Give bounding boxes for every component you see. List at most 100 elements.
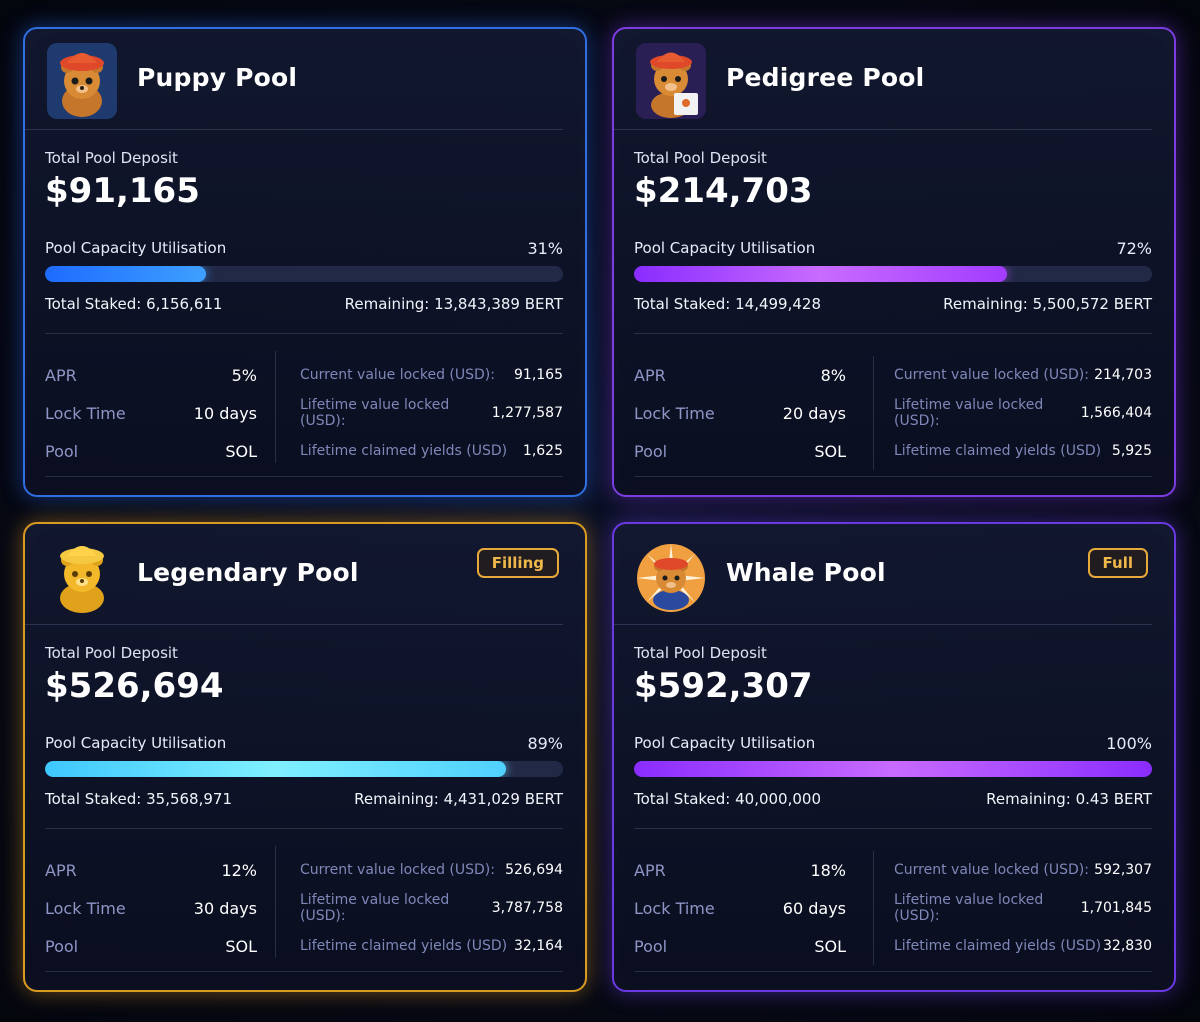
value-row-lifetime: Lifetime value locked (USD): 1,277,587: [300, 394, 563, 432]
status-badge: Filling: [476, 548, 559, 578]
value-amount: 1,701,845: [1080, 900, 1152, 916]
stat-value: 30 days: [193, 898, 257, 918]
deposit-label: Total Pool Deposit: [45, 644, 178, 662]
utilisation-label: Pool Capacity Utilisation: [634, 239, 816, 257]
stat-value: 18%: [810, 860, 846, 880]
utilisation-bar-fill: [45, 266, 206, 282]
stat-value: SOL: [814, 936, 846, 956]
value-amount: 526,694: [505, 862, 563, 878]
deposit-value: $526,694: [45, 666, 224, 706]
column-separator: [275, 351, 276, 463]
value-label: Lifetime claimed yields (USD): [894, 938, 1102, 954]
value-label: Current value locked (USD):: [894, 367, 1089, 383]
pool-title: Whale Pool: [726, 558, 886, 587]
utilisation-bar-fill: [634, 266, 1007, 282]
value-amount: 214,703: [1094, 367, 1152, 383]
bear-with-certificate-icon: [636, 43, 706, 119]
stat-label: Lock Time: [634, 898, 715, 918]
value-row-lifetime: Lifetime value locked (USD): 1,701,845: [874, 889, 1152, 927]
stat-value: SOL: [814, 441, 846, 461]
total-staked: Total Staked: 14,499,428: [634, 295, 822, 313]
value-label: Lifetime value locked (USD):: [300, 892, 450, 924]
value-amount: 592,307: [1094, 862, 1152, 878]
stat-label: APR: [45, 365, 77, 385]
value-row-claimed: Lifetime claimed yields (USD) 32,830: [874, 927, 1152, 965]
pool-title: Puppy Pool: [137, 63, 298, 92]
stat-row-apr: APR 12%: [45, 851, 257, 889]
total-staked: Total Staked: 40,000,000: [634, 790, 822, 808]
utilisation-percent: 31%: [527, 239, 563, 258]
remaining: Remaining: 4,431,029 BERT: [354, 790, 563, 808]
stat-value: 5%: [231, 365, 257, 385]
stat-value: 20 days: [782, 403, 846, 423]
footer-divider: [634, 971, 1152, 972]
value-amount: 32,830: [1103, 938, 1152, 954]
utilisation-bar-fill: [634, 761, 1152, 777]
remaining: Remaining: 0.43 BERT: [986, 790, 1152, 808]
status-badge: Full: [1087, 548, 1148, 578]
utilisation-bar: [634, 761, 1152, 777]
pool-card-pedigree[interactable]: Pedigree Pool Total Pool Deposit $214,70…: [612, 27, 1176, 497]
value-stats: Current value locked (USD): 592,307 Life…: [873, 851, 1152, 965]
column-separator: [275, 846, 276, 958]
pool-card-whale[interactable]: Whale Pool Full Total Pool Deposit $592,…: [612, 522, 1176, 992]
value-label: Lifetime value locked (USD):: [894, 397, 1044, 429]
bear-red-hat-icon: [47, 43, 117, 119]
deposit-label: Total Pool Deposit: [634, 149, 767, 167]
value-stats: Current value locked (USD): 214,703 Life…: [873, 356, 1152, 470]
value-row-claimed: Lifetime claimed yields (USD) 1,625: [300, 432, 563, 470]
value-label: Lifetime claimed yields (USD): [300, 938, 508, 954]
value-row-current: Current value locked (USD): 91,165: [300, 356, 563, 394]
stat-value: 10 days: [193, 403, 257, 423]
stat-row-apr: APR 5%: [45, 356, 257, 394]
utilisation-percent: 72%: [1116, 239, 1152, 258]
stats-divider: [45, 333, 563, 334]
footer-divider: [45, 971, 563, 972]
utilisation-label: Pool Capacity Utilisation: [634, 734, 816, 752]
stat-value: SOL: [225, 936, 257, 956]
utilisation-bar-fill: [45, 761, 507, 777]
stat-row-lock-time: Lock Time 60 days: [634, 889, 846, 927]
header-divider: [614, 129, 1152, 130]
value-label: Lifetime claimed yields (USD): [894, 443, 1102, 459]
utilisation-percent: 100%: [1106, 734, 1152, 753]
stat-value: 8%: [820, 365, 846, 385]
pool-card-legendary[interactable]: Legendary Pool Filling Total Pool Deposi…: [23, 522, 587, 992]
value-label: Lifetime value locked (USD):: [300, 397, 450, 429]
value-amount: 5,925: [1111, 443, 1152, 459]
stat-label: APR: [45, 860, 77, 880]
value-row-current: Current value locked (USD): 592,307: [874, 851, 1152, 889]
stat-row-apr: APR 18%: [634, 851, 846, 889]
stat-label: Pool: [45, 441, 79, 461]
pool-stats: APR 12% Lock Time 30 days Pool SOL: [45, 851, 257, 965]
total-staked: Total Staked: 6,156,611: [45, 295, 223, 313]
pool-card-puppy[interactable]: Puppy Pool Total Pool Deposit $91,165 Po…: [23, 27, 587, 497]
value-label: Current value locked (USD):: [300, 862, 495, 878]
value-row-current: Current value locked (USD): 526,694: [300, 851, 563, 889]
value-stats: Current value locked (USD): 91,165 Lifet…: [300, 356, 563, 470]
total-staked: Total Staked: 35,568,971: [45, 790, 233, 808]
value-amount: 1,566,404: [1080, 405, 1152, 421]
stat-row-lock-time: Lock Time 10 days: [45, 394, 257, 432]
value-row-lifetime: Lifetime value locked (USD): 1,566,404: [874, 394, 1152, 432]
value-amount: 32,164: [514, 938, 563, 954]
stat-row-pool: Pool SOL: [45, 927, 257, 965]
footer-divider: [634, 476, 1152, 477]
pool-stats: APR 5% Lock Time 10 days Pool SOL: [45, 356, 257, 470]
golden-bear-icon: [47, 538, 117, 614]
stat-row-pool: Pool SOL: [634, 927, 846, 965]
footer-divider: [45, 476, 563, 477]
value-amount: 91,165: [514, 367, 563, 383]
stat-label: Pool: [634, 441, 668, 461]
stat-label: Pool: [634, 936, 668, 956]
stat-label: APR: [634, 860, 666, 880]
value-label: Lifetime value locked (USD):: [894, 892, 1044, 924]
bear-sunburst-icon: [636, 538, 706, 614]
value-stats: Current value locked (USD): 526,694 Life…: [300, 851, 563, 965]
deposit-value: $214,703: [634, 171, 813, 211]
stat-row-pool: Pool SOL: [634, 432, 846, 470]
stats-divider: [634, 333, 1152, 334]
value-label: Lifetime claimed yields (USD): [300, 443, 508, 459]
deposit-value: $592,307: [634, 666, 813, 706]
stat-label: Pool: [45, 936, 79, 956]
